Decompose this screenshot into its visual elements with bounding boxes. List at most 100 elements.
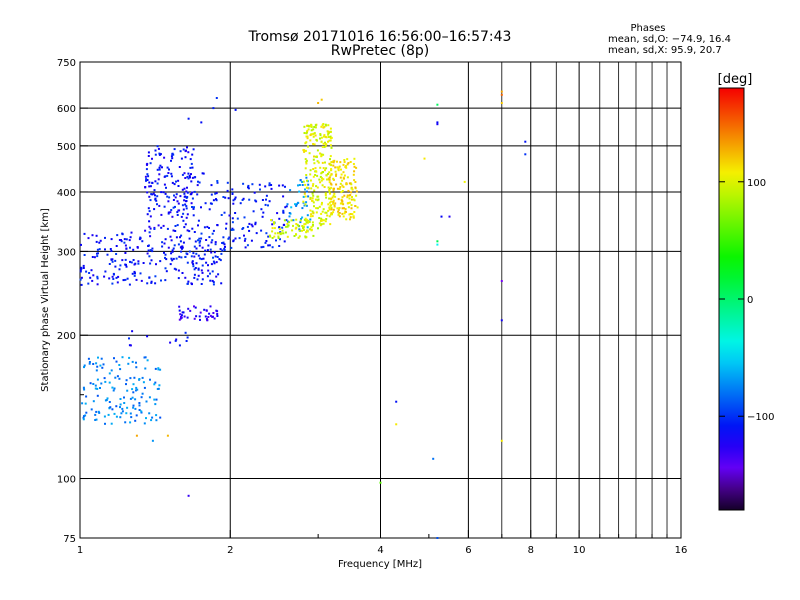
data-point [128,239,131,242]
data-point [146,191,149,194]
data-point [95,369,98,372]
data-point [337,166,340,169]
data-point [80,276,83,279]
data-point [304,158,307,161]
data-point [336,160,338,163]
data-point [100,382,103,385]
data-point [185,205,188,208]
data-point [355,190,358,193]
data-point [93,256,96,259]
data-point [302,149,305,152]
data-point [227,197,230,200]
data-point [306,129,309,132]
data-point [181,173,184,176]
data-point [306,179,308,182]
data-point [146,213,149,216]
data-point [277,235,280,238]
data-point [332,194,335,197]
data-point [174,225,177,227]
data-point [223,249,226,251]
data-point [332,200,335,203]
data-point [301,207,304,210]
data-point [251,183,254,186]
data-point [137,260,140,263]
data-point [345,165,347,167]
data-point [219,248,222,251]
data-point [286,203,289,206]
data-point [323,186,326,188]
data-point [87,237,90,240]
data-point [150,419,153,422]
data-point [203,226,206,229]
data-point [327,209,330,212]
data-point [129,412,132,415]
data-point [146,179,149,181]
data-point [281,226,284,229]
data-point [301,216,304,219]
data-point [295,233,298,236]
data-point [343,161,346,163]
data-point [281,229,284,232]
data-point [328,187,331,190]
data-point [188,250,191,253]
data-point [329,192,331,195]
data-point [320,154,323,157]
data-point [303,204,306,207]
data-point [144,229,147,232]
data-point [307,195,310,198]
data-point [183,315,186,318]
y-tick-label: 400 [57,188,76,199]
data-point [335,173,338,176]
data-point [223,243,226,246]
data-point [119,416,122,419]
data-point [264,241,267,244]
data-point [179,236,181,239]
data-point [317,161,320,164]
data-point [329,158,331,161]
y-tick-label: 600 [57,104,76,115]
data-point [222,241,225,244]
data-point [200,206,202,209]
data-point [328,171,331,174]
data-point [500,93,503,96]
data-point [312,135,315,138]
data-point [313,189,316,192]
data-point [135,389,137,392]
data-point [150,280,153,283]
data-point [200,121,203,124]
data-point [297,236,300,239]
data-point [190,202,193,205]
data-point [212,312,215,314]
data-point [310,129,313,132]
data-point [99,364,102,367]
data-point [321,124,324,127]
data-point [157,178,160,181]
data-point [111,408,114,411]
data-point [238,237,241,240]
data-point [210,193,213,196]
data-point [124,252,127,254]
data-point [193,276,196,279]
data-point [297,225,300,228]
data-point [316,207,319,210]
data-point [180,215,183,218]
data-point [181,188,184,191]
data-point [112,389,115,392]
data-point [310,213,313,216]
data-point [284,206,287,209]
data-point [108,401,111,403]
data-point [134,407,137,410]
data-point [151,157,153,160]
data-point [322,167,325,170]
data-point [139,272,142,275]
data-point [195,315,198,318]
data-point [118,377,121,380]
data-point [182,208,185,211]
data-point [173,267,176,270]
x-tick-label: 4 [377,545,383,556]
data-point [343,159,346,161]
data-point [298,228,301,231]
data-point [236,217,239,220]
data-point [260,208,263,211]
data-point [287,224,290,227]
